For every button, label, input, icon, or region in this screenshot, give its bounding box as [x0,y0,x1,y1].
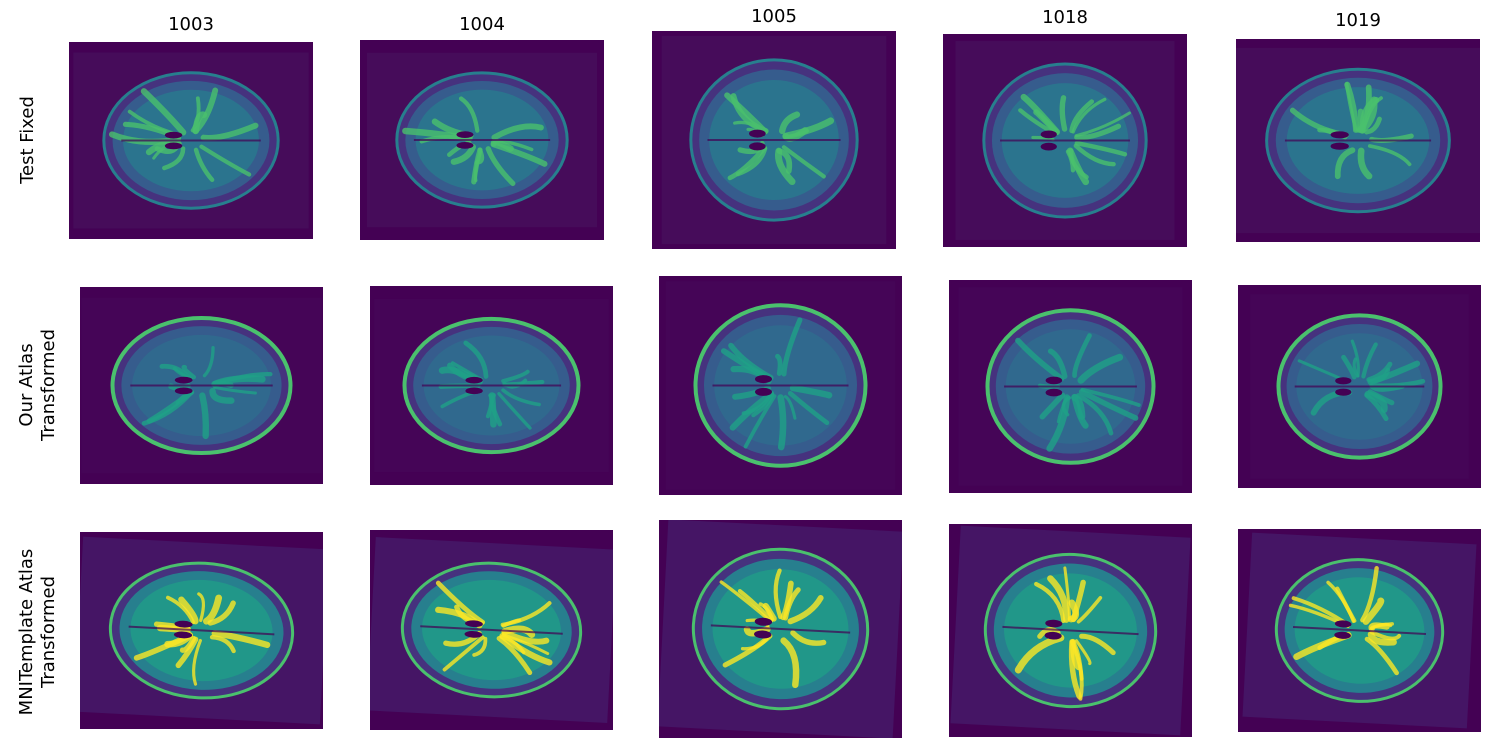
column-title-1004: 1004 [459,14,505,35]
row-label-line: Transformed [38,575,59,689]
brain-slice-atlas-1003 [80,287,323,484]
brain-slice-atlas-1019 [1238,285,1481,488]
row-label-test-fixed: Test Fixed [17,96,39,184]
brain-slice-fixed-1005 [652,31,896,249]
brain-slice-fixed-1019 [1236,39,1480,242]
brain-slice-atlas-1004 [370,286,613,485]
brain-slice-mni-1018 [949,524,1192,737]
brain-slice-atlas-1005 [659,276,902,495]
brain-slice-mni-1019 [1238,529,1481,732]
column-title-1003: 1003 [168,14,214,35]
brain-slice-atlas-1018 [949,280,1192,493]
row-label-mni-atlas: MNITemplate Atlas Transformed [16,549,60,716]
brain-slice-fixed-1018 [943,34,1187,247]
brain-slice-fixed-1003 [69,42,313,239]
row-label-our-atlas: Our Atlas Transformed [16,329,60,441]
row-label-line: Test Fixed [17,96,38,184]
row-label-line: MNITemplate Atlas [16,548,37,716]
brain-slice-mni-1005 [659,520,902,738]
row-label-line: Transformed [38,328,59,442]
brain-slice-mni-1003 [80,532,323,729]
row-label-line: Our Atlas [16,343,37,427]
brain-slice-mni-1004 [370,530,613,730]
column-title-1005: 1005 [751,6,797,27]
column-title-1018: 1018 [1042,7,1088,28]
brain-slice-fixed-1004 [360,40,604,240]
column-title-1019: 1019 [1335,10,1381,31]
